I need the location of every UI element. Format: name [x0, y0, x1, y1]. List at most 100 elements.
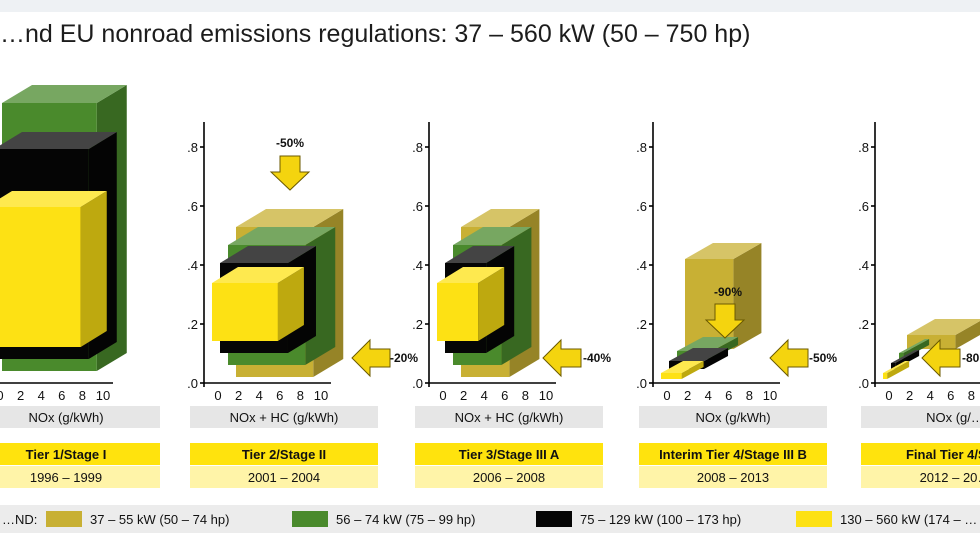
- reduction-label: -90%: [714, 285, 742, 299]
- tier-label: Final Tier 4/St…: [906, 447, 980, 462]
- legend-swatch: [796, 511, 832, 527]
- x-tick-label: 2: [684, 388, 691, 403]
- top-bar: [0, 0, 980, 12]
- tier-label: Tier 2/Stage II: [242, 447, 326, 462]
- years-box: [190, 466, 378, 488]
- y-tick-label: .8: [187, 140, 198, 155]
- chart-title: …nd EU nonroad emissions regulations: 37…: [0, 20, 751, 48]
- legend-swatch: [536, 511, 572, 527]
- tier-box: [639, 443, 827, 465]
- y-tick-label: .2: [636, 317, 647, 332]
- x-tick-label: 8: [79, 388, 86, 403]
- y-tick-label: .6: [858, 199, 869, 214]
- reduction-label: -50%: [809, 351, 837, 365]
- x-tick-label: 2: [906, 388, 913, 403]
- bar-4-series-4: [661, 361, 704, 379]
- x-tick-label: 2: [17, 388, 24, 403]
- years-box: [639, 466, 827, 488]
- y-tick-label: .4: [412, 258, 423, 273]
- y-tick-label: .2: [187, 317, 198, 332]
- reduction-arrow-5-1: [921, 338, 961, 378]
- panel-2: .0 .2 .4 .6 .8 0 2 4 6 8 10 NOx + HC (g/kWh) Tier 2/…: [187, 122, 378, 488]
- tier-box: [415, 443, 603, 465]
- x-tick-label: 10: [314, 388, 328, 403]
- legend-swatch: [292, 511, 328, 527]
- y-tick-label: .0: [412, 376, 423, 391]
- y-tick-label: .8: [412, 140, 423, 155]
- reduction-label: -50%: [276, 136, 304, 150]
- x-label-strip: [190, 406, 378, 428]
- x-axis-label: NOx (g/kWh): [28, 410, 103, 425]
- y-tick-label: .0: [858, 376, 869, 391]
- x-tick-label: 4: [481, 388, 488, 403]
- x-tick-label: 2: [460, 388, 467, 403]
- y-tick-label: .8: [636, 140, 647, 155]
- years-label: 1996 – 1999: [30, 470, 102, 485]
- tier-label: Tier 3/Stage III A: [459, 447, 560, 462]
- y-tick-label: .2: [412, 317, 423, 332]
- x-tick-label: 10: [763, 388, 777, 403]
- y-tick-label: .6: [412, 199, 423, 214]
- y-tick-label: .6: [636, 199, 647, 214]
- y-tick-label: .4: [187, 258, 198, 273]
- years-label: 2008 – 2013: [697, 470, 769, 485]
- legend-item-label: 56 – 74 kW (75 – 99 hp): [336, 512, 475, 527]
- y-tick-label: .4: [858, 258, 869, 273]
- x-label-strip: [861, 406, 980, 428]
- bar-3-series-4: [437, 267, 505, 341]
- legend-item-label: 37 – 55 kW (50 – 74 hp): [90, 512, 229, 527]
- legend-swatch: [46, 511, 82, 527]
- bar-5-series-4: [883, 361, 910, 379]
- x-label-strip: [415, 406, 603, 428]
- tier-label: Tier 1/Stage I: [26, 447, 107, 462]
- legend-item-label: 75 – 129 kW (100 – 173 hp): [580, 512, 741, 527]
- x-tick-label: 0: [0, 388, 4, 403]
- bar-2-series-4: [212, 267, 304, 341]
- x-tick-label: 10: [96, 388, 110, 403]
- x-tick-label: 4: [38, 388, 45, 403]
- y-tick-label: .4: [636, 258, 647, 273]
- x-tick-label: 2: [235, 388, 242, 403]
- x-tick-label: 6: [276, 388, 283, 403]
- legend: …ND: 37 – 55 kW (50 – 74 hp) 56 – 74 kW (7…: [0, 505, 980, 533]
- x-tick-label: 0: [885, 388, 892, 403]
- x-tick-label: 6: [501, 388, 508, 403]
- y-tick-label: .6: [187, 199, 198, 214]
- reduction-label: -40%: [583, 351, 611, 365]
- y-tick-label: .0: [187, 376, 198, 391]
- x-axis-label: NOx (g/kWh): [695, 410, 770, 425]
- years-label: 2012 – 20…: [920, 470, 980, 485]
- x-tick-label: 8: [297, 388, 304, 403]
- x-tick-label: 4: [927, 388, 934, 403]
- x-tick-label: 0: [214, 388, 221, 403]
- bar-1-series-4: [0, 191, 107, 347]
- x-tick-label: 0: [663, 388, 670, 403]
- x-tick-label: 8: [522, 388, 529, 403]
- tier-box: [190, 443, 378, 465]
- x-axis-label: NOx + HC (g/kWh): [230, 410, 339, 425]
- x-axis-label: NOx (g/…: [926, 410, 980, 425]
- x-tick-label: 6: [947, 388, 954, 403]
- legend-item-label: 130 – 560 kW (174 – …: [840, 512, 977, 527]
- x-tick-label: 8: [746, 388, 753, 403]
- x-tick-label: 6: [58, 388, 65, 403]
- x-tick-label: 4: [705, 388, 712, 403]
- tier-box: [861, 443, 980, 465]
- reduction-label: -80: [962, 351, 980, 365]
- years-label: 2001 – 2004: [248, 470, 320, 485]
- y-tick-label: .2: [858, 317, 869, 332]
- years-box: [861, 466, 980, 488]
- years-label: 2006 – 2008: [473, 470, 545, 485]
- reduction-arrow-2-1: [269, 155, 311, 191]
- x-tick-label: 6: [725, 388, 732, 403]
- tier-box: [0, 443, 160, 465]
- y-tick-label: .0: [636, 376, 647, 391]
- reduction-arrow-2-2: [351, 338, 391, 378]
- x-label-strip: [0, 406, 160, 428]
- legend-title: …ND:: [2, 512, 37, 527]
- x-label-strip: [639, 406, 827, 428]
- reduction-arrow-4-2: [769, 338, 809, 378]
